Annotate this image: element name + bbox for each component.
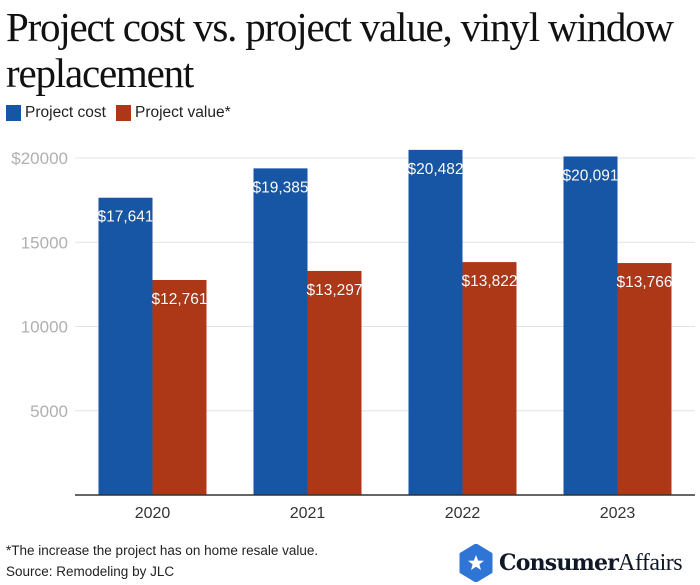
logo-text-affairs: Affairs xyxy=(618,549,683,576)
x-tick-label: 2021 xyxy=(290,505,326,522)
legend-swatch-project-cost xyxy=(6,105,21,121)
data-label: $13,822 xyxy=(461,273,517,290)
legend-swatch-project-value xyxy=(115,105,131,121)
y-tick-label: 15000 xyxy=(21,233,68,252)
data-label: $20,482 xyxy=(407,161,463,178)
data-label: $13,766 xyxy=(616,274,672,291)
footnote-note: *The increase the project has on home re… xyxy=(6,543,319,558)
data-label: $19,385 xyxy=(252,179,308,196)
legend-item-project-value: Project value* xyxy=(115,104,231,122)
bar-project-cost xyxy=(408,149,463,495)
y-tick-label: 10000 xyxy=(21,318,68,337)
bar-project-value xyxy=(152,279,207,495)
consumeraffairs-logo: Consumer Affairs xyxy=(458,544,683,582)
footnote: *The increase the project has on home re… xyxy=(6,540,318,582)
data-label: $12,761 xyxy=(151,291,207,308)
x-tick-label: 2023 xyxy=(600,505,636,522)
logo-text-consumer: Consumer xyxy=(499,550,619,576)
data-label: $20,091 xyxy=(562,167,618,184)
bar-project-cost xyxy=(563,156,618,495)
bar-project-cost xyxy=(98,197,153,495)
bar-project-value xyxy=(307,270,362,495)
y-tick-label: $20000 xyxy=(11,149,68,168)
star-hexagon-icon xyxy=(459,544,493,582)
bar-project-cost xyxy=(253,168,308,496)
footnote-source: Source: Remodeling by JLC xyxy=(6,564,175,579)
x-tick-label: 2020 xyxy=(135,505,171,522)
data-label: $17,641 xyxy=(97,209,153,226)
legend-label-project-value: Project value* xyxy=(134,104,231,121)
legend-label-project-cost: Project cost xyxy=(25,104,106,121)
legend: Project cost Project value* xyxy=(6,104,241,122)
legend-item-project-cost: Project cost xyxy=(6,104,106,122)
y-tick-label: 5000 xyxy=(30,402,68,421)
bar-chart: 5000 10000 15000 $20000 $17,641 $12,761 2020 $1… xyxy=(11,149,695,522)
data-label: $13,297 xyxy=(306,282,362,299)
bar-project-value xyxy=(617,263,672,495)
x-tick-label: 2022 xyxy=(445,505,481,522)
bar-project-value xyxy=(462,262,517,495)
chart-title: Project cost vs. project value, vinyl wi… xyxy=(6,4,674,96)
